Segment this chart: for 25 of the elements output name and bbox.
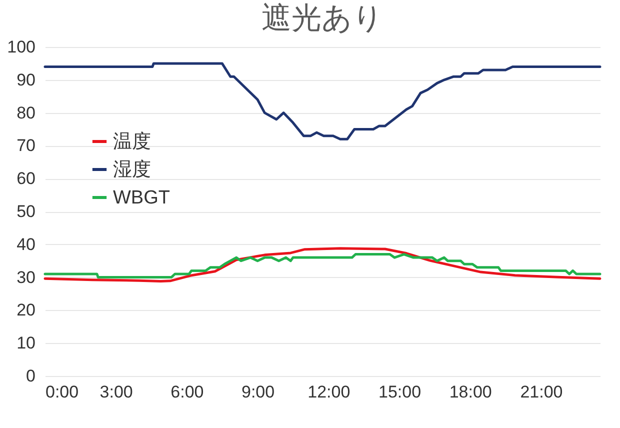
legend-label: WBGT — [113, 188, 170, 208]
x-tick-label: 3:00 — [100, 382, 133, 402]
legend-label: 湿度 — [113, 158, 151, 180]
line-series — [44, 247, 602, 282]
x-tick-label: 6:00 — [170, 382, 204, 402]
y-tick-label: 50 — [16, 202, 36, 221]
y-tick-label: 70 — [16, 136, 36, 156]
y-tick-label: 80 — [16, 103, 36, 122]
x-tick-label: 15:00 — [378, 382, 422, 402]
y-tick-label: 90 — [16, 70, 36, 90]
x-tick-label: 12:00 — [308, 382, 350, 402]
line-series — [44, 253, 602, 279]
y-tick-label: 0 — [26, 366, 36, 386]
x-tick-label: 21:00 — [520, 382, 563, 402]
x-tick-label: 18:00 — [449, 382, 492, 402]
y-tick-label: 100 — [7, 38, 36, 56]
y-tick-label: 20 — [16, 300, 36, 320]
chart-title: 遮光あり — [262, 2, 384, 35]
y-tick-label: 30 — [16, 268, 36, 287]
y-tick-label: 40 — [16, 234, 36, 254]
legend-label: 温度 — [113, 130, 151, 152]
y-tick-label: 60 — [16, 169, 36, 188]
x-tick-label: 9:00 — [242, 382, 275, 402]
y-tick-label: 10 — [16, 334, 36, 353]
x-tick-label: 0:00 — [46, 382, 79, 402]
